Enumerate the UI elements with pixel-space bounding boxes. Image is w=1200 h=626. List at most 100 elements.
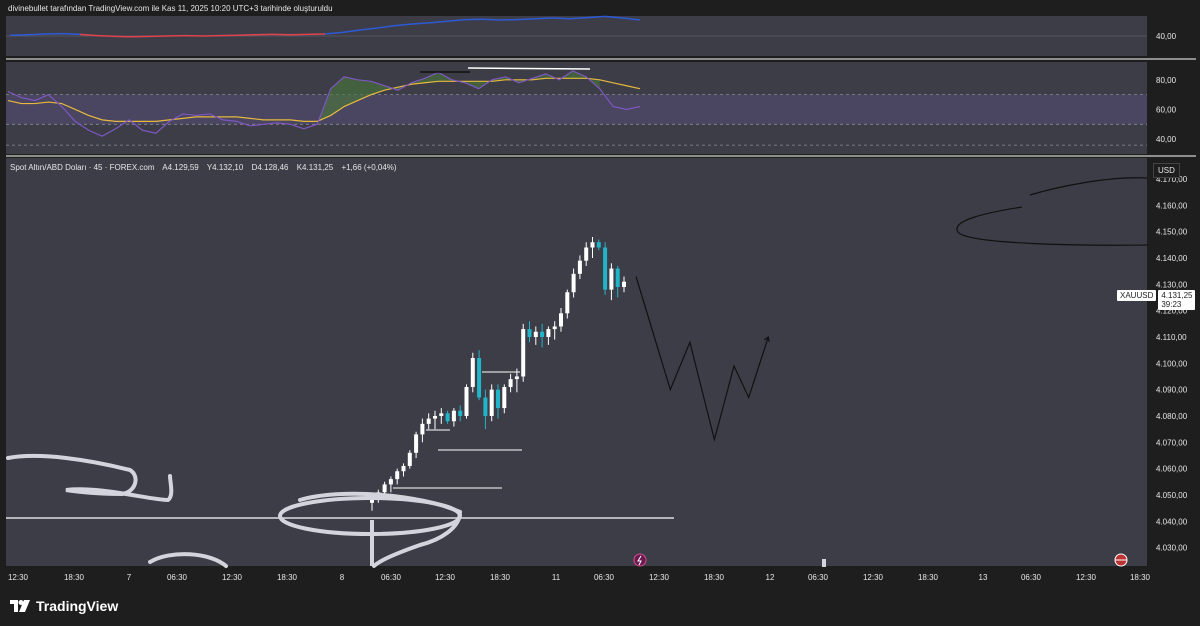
- trend-line-segment: [394, 23, 413, 27]
- candle-body: [420, 423, 425, 435]
- time-tick: 06:30: [594, 573, 615, 582]
- lightning-icon: [637, 555, 642, 566]
- trend-line-segment: [604, 15, 623, 19]
- candle-body: [445, 413, 450, 422]
- price-tick: 4.040,00: [1156, 517, 1188, 526]
- price-tick: 4.110,00: [1156, 333, 1187, 342]
- time-tick: 18:30: [918, 573, 939, 582]
- time-tick: 18:30: [490, 573, 511, 582]
- price-tick: 4.080,00: [1156, 412, 1188, 421]
- trend-line-segment: [622, 17, 641, 21]
- candle-body: [439, 413, 444, 416]
- tradingview-logo-icon: [10, 600, 30, 612]
- candle-body: [433, 415, 437, 419]
- rsi-line: [7, 70, 641, 137]
- candle-body: [414, 434, 419, 453]
- freehand-scribble: [298, 491, 463, 568]
- trend-line-segment: [587, 15, 606, 19]
- projection-arrow-icon: [763, 335, 770, 343]
- time-tick: 8: [340, 573, 345, 582]
- freehand-scribble: [6, 453, 174, 503]
- event-flash-icon: [633, 553, 647, 567]
- candle-body: [546, 329, 551, 337]
- trend-line-segment: [342, 29, 361, 34]
- time-tick: 18:30: [704, 573, 725, 582]
- candle-body: [382, 484, 387, 493]
- candle-body: [502, 387, 507, 409]
- candle-body: [395, 471, 400, 480]
- time-tick: 06:30: [381, 573, 402, 582]
- candle-body: [477, 358, 482, 398]
- candle-body: [540, 331, 545, 337]
- candle-body: [552, 326, 557, 330]
- price-pane: [6, 158, 1147, 566]
- candle-body: [508, 379, 513, 388]
- rsi-tick: 80,00: [1156, 76, 1177, 85]
- candle-body: [407, 452, 412, 466]
- trend-line-segment: [429, 20, 448, 24]
- trend-line-segment: [359, 27, 378, 31]
- candle-body: [615, 268, 620, 287]
- candle-body: [622, 281, 626, 287]
- time-tick: 12:30: [8, 573, 29, 582]
- candle-body: [370, 497, 374, 503]
- candle-body: [571, 273, 576, 293]
- price-tick: 4.130,00: [1156, 280, 1188, 289]
- candle-body: [577, 260, 582, 274]
- trend-line-segment: [27, 33, 46, 36]
- tradingview-logo[interactable]: TradingView: [10, 598, 118, 614]
- candle-body: [470, 358, 475, 388]
- freehand-scribble: [956, 177, 1148, 246]
- candle-body: [458, 410, 463, 416]
- candle-body: [527, 329, 532, 337]
- legend-open: A4.129,59: [162, 163, 199, 172]
- trend-line-segment: [79, 33, 98, 37]
- time-tick: 06:30: [808, 573, 829, 582]
- candle-body: [401, 465, 406, 472]
- price-tick: 4.150,00: [1156, 228, 1188, 237]
- time-tick: 06:30: [1021, 573, 1042, 582]
- trend-line-segment: [447, 18, 466, 22]
- candle-body: [496, 389, 500, 409]
- candle-body: [489, 389, 494, 416]
- top-indicator-tick: 40,00: [1156, 32, 1177, 41]
- price-tick: 4.170,00: [1156, 175, 1188, 184]
- rsi-tick: 60,00: [1156, 105, 1177, 114]
- time-tick: 12:30: [435, 573, 456, 582]
- candle-body: [426, 418, 431, 424]
- time-tick: 11: [552, 573, 561, 582]
- drawn-line: [467, 67, 591, 70]
- legend-symbol[interactable]: Spot Altın/ABD Doları · 45 · FOREX.com: [10, 163, 155, 172]
- candle-body: [596, 242, 601, 248]
- trend-line-segment: [324, 31, 343, 35]
- rsi-tick: 40,00: [1156, 135, 1177, 144]
- time-tick: 12:30: [222, 573, 243, 582]
- price-tick: 4.160,00: [1156, 201, 1188, 210]
- time-tick: 12:30: [1076, 573, 1097, 582]
- last-price: 4.131,25: [1161, 291, 1193, 300]
- last-price-value: 4.131,25 39:23: [1158, 290, 1196, 310]
- brand-name: TradingView: [36, 598, 119, 614]
- rsi-band: [6, 94, 1147, 125]
- time-tick: 12: [766, 573, 775, 582]
- legend-low: D4.128,46: [251, 163, 289, 172]
- currency-tag[interactable]: USD: [1153, 163, 1180, 178]
- price-tick: 4.070,00: [1156, 438, 1188, 447]
- trend-line-segment: [62, 32, 81, 36]
- candle-body: [609, 268, 614, 290]
- price-tick: 4.030,00: [1156, 544, 1188, 553]
- candle-body: [533, 331, 538, 337]
- last-price-tag: XAUUSD 4.131,25 39:23: [1117, 290, 1196, 310]
- price-tick: 4.140,00: [1156, 254, 1188, 263]
- time-tick: 18:30: [1130, 573, 1151, 582]
- candle-body: [565, 292, 570, 314]
- trend-line-segment: [569, 16, 588, 20]
- rsi-ma-line: [7, 77, 641, 122]
- symbol-legend: Spot Altın/ABD Doları · 45 · FOREX.com A…: [10, 163, 403, 172]
- time-tick: 12:30: [863, 573, 884, 582]
- time-tick: 18:30: [277, 573, 298, 582]
- price-tick: 4.100,00: [1156, 359, 1188, 368]
- trend-line-segment: [412, 22, 431, 25]
- time-tick: 18:30: [64, 573, 85, 582]
